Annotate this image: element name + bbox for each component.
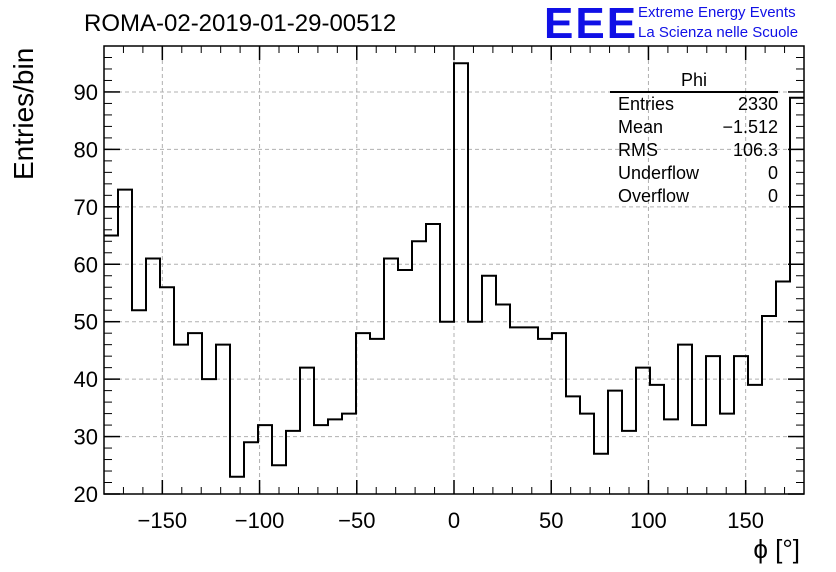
- histogram-bin: [538, 339, 552, 494]
- y-tick-label: 90: [74, 80, 98, 105]
- stats-value: 0: [767, 163, 778, 183]
- histogram-bin: [440, 322, 454, 494]
- histogram-bin: [692, 425, 706, 494]
- stats-label: Mean: [618, 117, 664, 137]
- histogram-bin: [566, 396, 580, 494]
- histogram-bin: [216, 345, 230, 494]
- x-tick-label: −150: [138, 508, 188, 533]
- histogram-bin: [468, 322, 482, 494]
- histogram-bin: [118, 190, 132, 494]
- histogram-bin: [720, 414, 734, 494]
- stats-row-underflow: Underflow 0: [610, 162, 778, 185]
- histogram-bin: [580, 414, 594, 494]
- stats-label: Underflow: [618, 163, 700, 183]
- plot-frame: [103, 45, 805, 495]
- histogram-bin: [524, 327, 538, 494]
- y-tick-label: 40: [74, 367, 98, 392]
- x-tick-label: 150: [727, 508, 764, 533]
- histogram-bin: [258, 425, 272, 494]
- histogram-bin: [636, 368, 650, 494]
- logo-caption-line2: La Scienza nelle Scuole: [638, 24, 799, 41]
- x-tick-label: −50: [338, 508, 375, 533]
- histogram-bin: [398, 270, 412, 494]
- histogram-bin: [230, 477, 244, 494]
- histogram-bin: [146, 259, 160, 494]
- stats-label: Entries: [618, 94, 675, 114]
- logo-caption-line1: Extreme Energy Events: [638, 4, 796, 21]
- histogram-bin: [272, 465, 286, 494]
- histogram-bin: [482, 276, 496, 494]
- y-tick-labels: 20 30 40 50 60 70 80 90: [74, 80, 98, 507]
- eee-logo: EEE: [544, 0, 639, 48]
- stats-row-rms: RMS 106.3: [610, 139, 778, 162]
- chart-title: ROMA-02-2019-01-29-00512: [84, 10, 397, 37]
- histogram-bin: [412, 241, 426, 494]
- histogram-bin: [328, 419, 342, 494]
- stats-title: Phi: [610, 70, 778, 93]
- histogram-bin: [300, 368, 314, 494]
- histogram-outline: [104, 62, 804, 478]
- stats-value: 106.3: [732, 140, 778, 160]
- stats-row-mean: Mean −1.512: [610, 116, 778, 139]
- histogram-bin: [314, 425, 328, 494]
- y-tick-label: 60: [74, 252, 98, 277]
- histogram-bin: [356, 333, 370, 494]
- histogram-bin: [426, 224, 440, 494]
- histogram-bin: [706, 356, 720, 494]
- histogram-bin: [132, 310, 146, 494]
- histogram-bin: [244, 442, 258, 494]
- histogram-bin: [650, 385, 664, 494]
- histogram-bin: [664, 419, 678, 494]
- y-tick-label: 80: [74, 137, 98, 162]
- stats-box: Phi Entries 2330 Mean −1.512 RMS 106.3 U…: [610, 70, 778, 208]
- x-tick-label: 50: [539, 508, 563, 533]
- stats-value: −1.512: [722, 117, 778, 137]
- histogram-bin: [202, 379, 216, 494]
- histogram-bin: [454, 63, 468, 494]
- stats-value: 2330: [737, 94, 778, 114]
- x-tick-label: 0: [448, 508, 460, 533]
- histogram-bin: [286, 431, 300, 494]
- x-tick-label: 100: [630, 508, 667, 533]
- x-tick-labels: −150 −100 −50 0 50 100 150: [138, 508, 764, 533]
- histogram-bin: [174, 345, 188, 494]
- histogram-bin: [342, 414, 356, 494]
- histogram-bin: [552, 333, 566, 494]
- histogram-bin: [776, 281, 790, 494]
- histogram-bin: [608, 391, 622, 494]
- histogram-bin: [510, 327, 524, 494]
- histogram-bin: [734, 356, 748, 494]
- stats-row-entries: Entries 2330: [610, 93, 778, 116]
- stats-value: 0: [767, 186, 778, 206]
- stats-label: Overflow: [618, 186, 690, 206]
- histogram-bin: [622, 431, 636, 494]
- histogram-bin: [678, 345, 692, 494]
- histogram-bin: [384, 259, 398, 494]
- histogram-bin: [160, 287, 174, 494]
- x-axis-label: ϕ [°]: [753, 534, 800, 564]
- histogram-bin: [790, 98, 804, 494]
- minor-ticks: [103, 45, 805, 495]
- x-tick-label: −100: [235, 508, 285, 533]
- histogram-bin: [370, 339, 384, 494]
- histogram-bin: [188, 333, 202, 494]
- y-axis-label: Entries/bin: [8, 47, 39, 180]
- histogram-bin: [594, 454, 608, 494]
- y-tick-label: 20: [74, 482, 98, 507]
- y-tick-label: 50: [74, 310, 98, 335]
- histogram-bin: [104, 236, 118, 494]
- histogram-bin: [762, 316, 776, 494]
- histogram-bin: [748, 385, 762, 494]
- y-tick-label: 30: [74, 425, 98, 450]
- stats-row-overflow: Overflow 0: [610, 185, 778, 208]
- y-tick-label: 70: [74, 195, 98, 220]
- histogram-bin: [496, 304, 510, 494]
- stats-label: RMS: [618, 140, 658, 160]
